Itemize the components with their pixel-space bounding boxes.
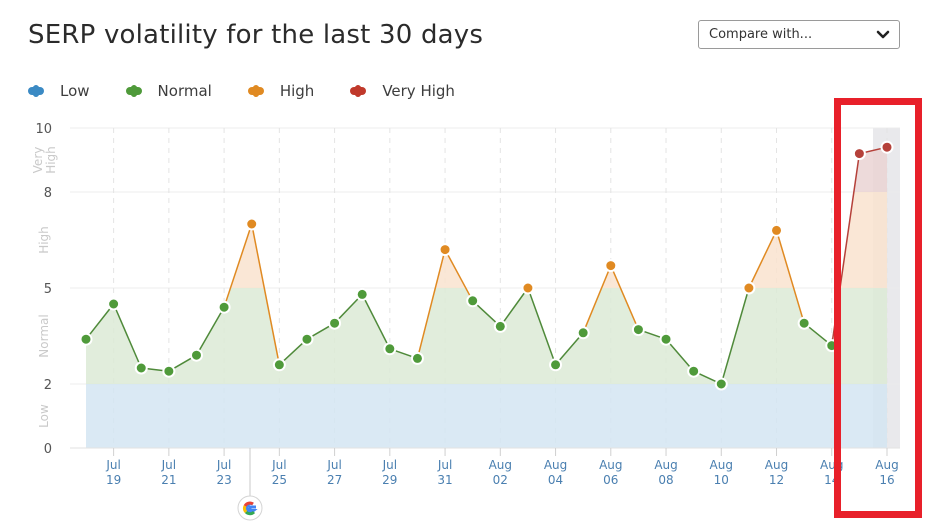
x-tick-label: Aug 14 [820,458,843,487]
data-point[interactable] [797,316,811,330]
x-tick-label: Aug 12 [765,458,788,487]
x-tick-label: Aug 06 [599,458,622,487]
data-point[interactable] [162,364,176,378]
page-title: SERP volatility for the last 30 days [28,20,484,50]
x-tick-label: Jul 23 [216,458,232,487]
x-tick-label: Jul 27 [326,458,342,487]
x-tick-label: Jul 21 [161,458,177,487]
band-label: VeryHigh [31,146,58,174]
data-point[interactable] [687,364,701,378]
data-point[interactable] [549,358,563,372]
y-tick-label: 10 [35,122,52,137]
data-point[interactable] [880,140,894,154]
legend-marker-icon [350,85,367,97]
data-point[interactable] [217,300,231,314]
data-point[interactable] [107,297,121,311]
y-tick-label: 0 [44,442,52,457]
y-tick-label: 5 [44,282,52,297]
data-point[interactable] [852,147,866,161]
data-point[interactable] [714,377,728,391]
band-label: High [37,226,51,254]
x-tick-label: Aug 16 [875,458,898,487]
x-tick-label: Jul 25 [271,458,287,487]
legend-item-normal[interactable]: Normal [125,82,212,100]
data-point[interactable] [410,351,424,365]
chevron-down-icon [876,30,890,39]
data-point[interactable] [576,326,590,340]
x-tick-label: Jul 29 [382,458,398,487]
legend-item-high[interactable]: High [247,82,315,100]
x-tick-label: Aug 08 [654,458,677,487]
legend-label: High [279,82,315,100]
band-area [86,384,887,448]
legend-marker-icon [125,85,142,97]
data-point[interactable] [79,332,93,346]
data-point[interactable] [189,348,203,362]
data-point[interactable] [245,217,259,231]
band-label: Normal [37,314,51,357]
data-point[interactable] [355,287,369,301]
data-point[interactable] [438,243,452,257]
google-g-icon[interactable] [237,495,263,521]
data-point[interactable] [631,323,645,337]
data-point[interactable] [742,281,756,295]
band-label: Low [37,404,51,428]
x-tick-label: Aug 02 [489,458,512,487]
legend-marker-icon [28,85,44,97]
x-tick-label: Aug 10 [710,458,733,487]
legend-label: Low [60,82,90,100]
x-tick-label: Jul 19 [105,458,121,487]
y-tick-label: 2 [44,378,52,393]
data-point[interactable] [493,319,507,333]
data-point[interactable] [328,316,342,330]
y-tick-label: 8 [44,186,52,201]
data-point[interactable] [134,361,148,375]
legend-item-very-high[interactable]: Very High [350,82,455,100]
data-point[interactable] [825,339,839,353]
data-point[interactable] [604,259,618,273]
data-point[interactable] [770,223,784,237]
legend-label: Very High [382,82,455,100]
data-point[interactable] [659,332,673,346]
data-point[interactable] [383,342,397,356]
data-point[interactable] [521,281,535,295]
data-point[interactable] [466,294,480,308]
compare-with-dropdown[interactable]: Compare with... [698,20,900,49]
data-point[interactable] [300,332,314,346]
compare-with-label: Compare with... [709,27,813,42]
x-tick-label: Aug 04 [544,458,567,487]
legend-marker-icon [247,85,264,97]
band-area [86,288,887,384]
legend-label: Normal [157,82,212,100]
x-tick-label: Jul 31 [437,458,453,487]
chart-legend: Low Normal High Very High [28,82,491,100]
legend-item-low[interactable]: Low [28,82,90,100]
data-point[interactable] [272,358,286,372]
